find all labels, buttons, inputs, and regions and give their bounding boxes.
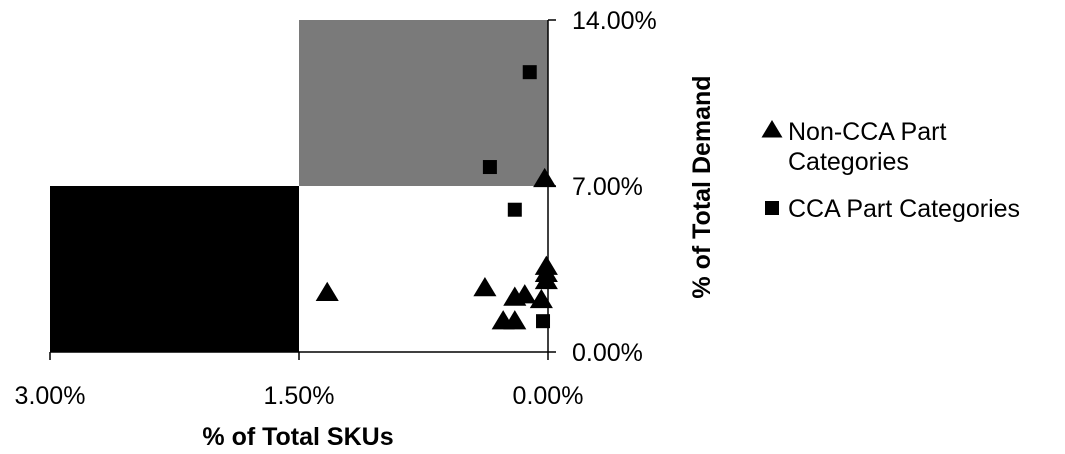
non-cca-point — [503, 310, 527, 330]
cca-point — [482, 160, 497, 175]
legend-square-marker — [765, 201, 779, 215]
non-cca-point — [529, 288, 553, 309]
x-tick-label: 3.00% — [15, 382, 86, 410]
quadrant-top-left — [50, 20, 299, 186]
non-cca-point — [473, 276, 497, 297]
cca-point — [522, 65, 537, 80]
y-axis-title: % of Total Demand — [688, 75, 716, 298]
quadrant-backgrounds — [50, 20, 548, 352]
x-tick-label: 0.00% — [513, 382, 584, 410]
y-tick-label: 0.00% — [572, 339, 643, 367]
legend-label-cca: CCA Part Categories — [788, 195, 1020, 223]
non-cca-point — [513, 284, 537, 304]
y-tick-label: 14.00% — [572, 7, 657, 35]
data-points — [315, 65, 558, 330]
non-cca-point — [533, 167, 557, 188]
legend: Non-CCA Part Categories CCA Part Categorie… — [761, 118, 1020, 223]
x-axis-title: % of Total SKUs — [202, 423, 393, 451]
non-cca-point — [534, 255, 558, 275]
cca-point — [507, 202, 522, 217]
y-tick-label: 7.00% — [572, 173, 643, 201]
quadrant-top-right — [299, 20, 548, 186]
x-tick-label: 1.50% — [264, 382, 335, 410]
tick-labels: 3.00% 1.50% 0.00% 14.00% 7.00% 0.00% — [15, 7, 657, 410]
quadrant-bottom-left — [50, 186, 299, 352]
cca-point — [536, 314, 551, 329]
non-cca-point — [315, 281, 339, 301]
legend-triangle-marker — [761, 120, 783, 138]
legend-label-non-cca: Non-CCA Part Categories — [788, 118, 946, 176]
